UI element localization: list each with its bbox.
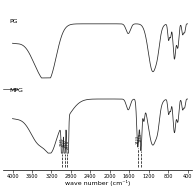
Text: 1423: 1423 (136, 135, 140, 144)
Text: MPG: MPG (10, 88, 24, 94)
Text: 2981: 2981 (60, 137, 64, 146)
Text: 2927: 2927 (63, 138, 67, 147)
Text: 1359: 1359 (139, 133, 143, 142)
Text: PG: PG (10, 19, 18, 24)
Text: 2874: 2874 (65, 140, 69, 149)
X-axis label: wave number (cm⁻¹): wave number (cm⁻¹) (65, 180, 130, 186)
